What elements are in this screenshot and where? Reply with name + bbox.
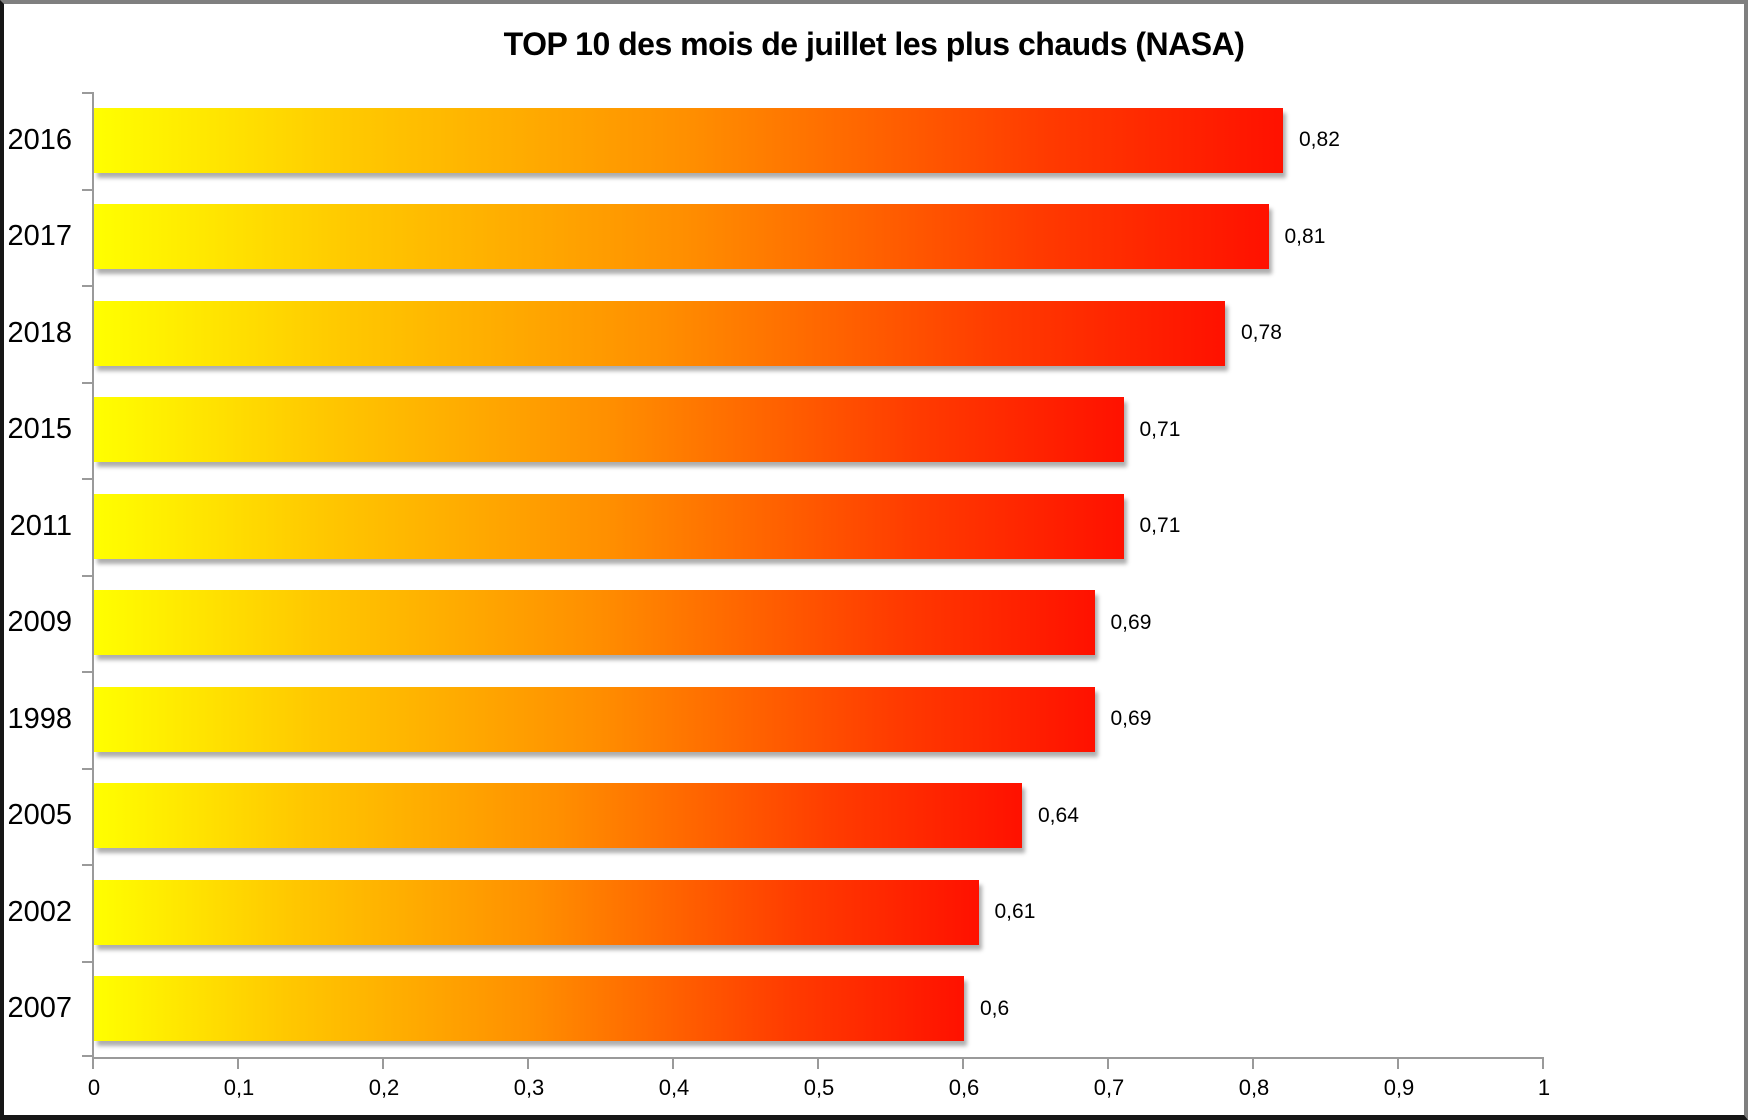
- bar-row: 0,69: [94, 671, 1544, 768]
- category-label-2002: 2002: [7, 895, 72, 928]
- bar-2016: [94, 107, 1283, 173]
- category-label-1998: 1998: [7, 702, 72, 735]
- bar-2011: [94, 493, 1124, 559]
- bar-2017: [94, 204, 1269, 270]
- x-tick-label: 0,6: [948, 1075, 980, 1100]
- bar-row: 0,71: [94, 382, 1544, 479]
- y-axis-tick: [82, 478, 92, 480]
- category-label-2007: 2007: [7, 992, 72, 1025]
- bar-2018: [94, 300, 1225, 366]
- plot-area: 0,82 0,81 0,78 0,71 0,71 0,69 0,69 0,64 0,61 0,6: [82, 92, 1544, 1069]
- bar-row: 0,69: [94, 575, 1544, 672]
- category-label-2016: 2016: [7, 123, 72, 156]
- y-axis-tick: [82, 767, 92, 770]
- x-axis-tick: [1252, 1059, 1254, 1069]
- category-label-2011: 2011: [9, 509, 72, 542]
- x-axis-tick: [1107, 1059, 1109, 1069]
- bar-2002: [94, 879, 979, 945]
- x-axis-tick: [92, 1059, 94, 1069]
- value-label: 0,61: [994, 900, 1036, 924]
- chart-title: TOP 10 des mois de juillet les plus chau…: [503, 26, 1245, 62]
- x-axis-tick: [962, 1059, 964, 1069]
- x-axis-tick: [1542, 1059, 1544, 1069]
- x-tick-label: 1: [1537, 1075, 1551, 1100]
- bar-row: 0,81: [94, 189, 1544, 286]
- bar-row: 0,82: [94, 92, 1544, 189]
- x-axis-tick: [382, 1059, 384, 1069]
- y-axis-tick: [82, 188, 92, 191]
- value-label: 0,78: [1241, 321, 1282, 345]
- category-label-2018: 2018: [7, 316, 72, 349]
- y-axis-tick: [82, 381, 92, 384]
- value-label: 0,71: [1139, 514, 1181, 538]
- y-axis-tick: [82, 1055, 92, 1057]
- value-label: 0,64: [1038, 803, 1079, 827]
- y-axis-tick: [82, 671, 92, 673]
- y-axis-tick: [82, 285, 92, 287]
- category-label-2015: 2015: [7, 413, 72, 446]
- y-axis-tick: [82, 960, 92, 963]
- x-tick-label: 0,5: [803, 1075, 835, 1100]
- bar-row: 0,78: [94, 285, 1544, 382]
- bar-2005: [94, 783, 1022, 849]
- x-axis-tick: [672, 1059, 674, 1069]
- x-tick-label: 0,7: [1093, 1075, 1125, 1100]
- category-label-2009: 2009: [7, 606, 72, 639]
- x-tick-label: 0,1: [223, 1075, 255, 1100]
- x-tick-label: 0: [87, 1075, 101, 1100]
- value-label: 0,69: [1110, 707, 1152, 731]
- bar-1998: [94, 686, 1095, 752]
- x-tick-label: 0,8: [1238, 1075, 1270, 1100]
- bar-row: 0,71: [94, 478, 1544, 575]
- category-label-2005: 2005: [7, 799, 72, 832]
- x-tick-label: 0,3: [513, 1075, 545, 1100]
- x-axis-tick: [1397, 1059, 1399, 1069]
- bar-2015: [94, 397, 1124, 463]
- bar-row: 0,6: [94, 961, 1544, 1058]
- y-axis: [92, 92, 94, 1059]
- bar-2007: [94, 976, 964, 1042]
- category-label-2017: 2017: [7, 220, 72, 253]
- x-tick-label: 0,2: [368, 1075, 400, 1100]
- value-label: 0,81: [1284, 224, 1326, 248]
- x-axis-tick: [527, 1059, 529, 1069]
- value-label: 0,71: [1139, 417, 1181, 441]
- x-axis-tick: [817, 1059, 819, 1069]
- bar-row: 0,61: [94, 864, 1544, 961]
- bar-row: 0,64: [94, 768, 1544, 865]
- x-axis-tick: [237, 1059, 239, 1069]
- value-label: 0,69: [1110, 610, 1152, 634]
- bar-2009: [94, 590, 1095, 656]
- x-axis: [92, 1057, 1544, 1059]
- value-label: 0,6: [980, 996, 1010, 1020]
- y-axis-tick: [82, 574, 92, 577]
- y-axis-tick: [82, 92, 92, 94]
- x-tick-label: 0,9: [1383, 1075, 1415, 1100]
- y-axis-tick: [82, 864, 92, 866]
- value-label: 0,82: [1299, 128, 1340, 152]
- x-tick-label: 0,4: [658, 1075, 690, 1100]
